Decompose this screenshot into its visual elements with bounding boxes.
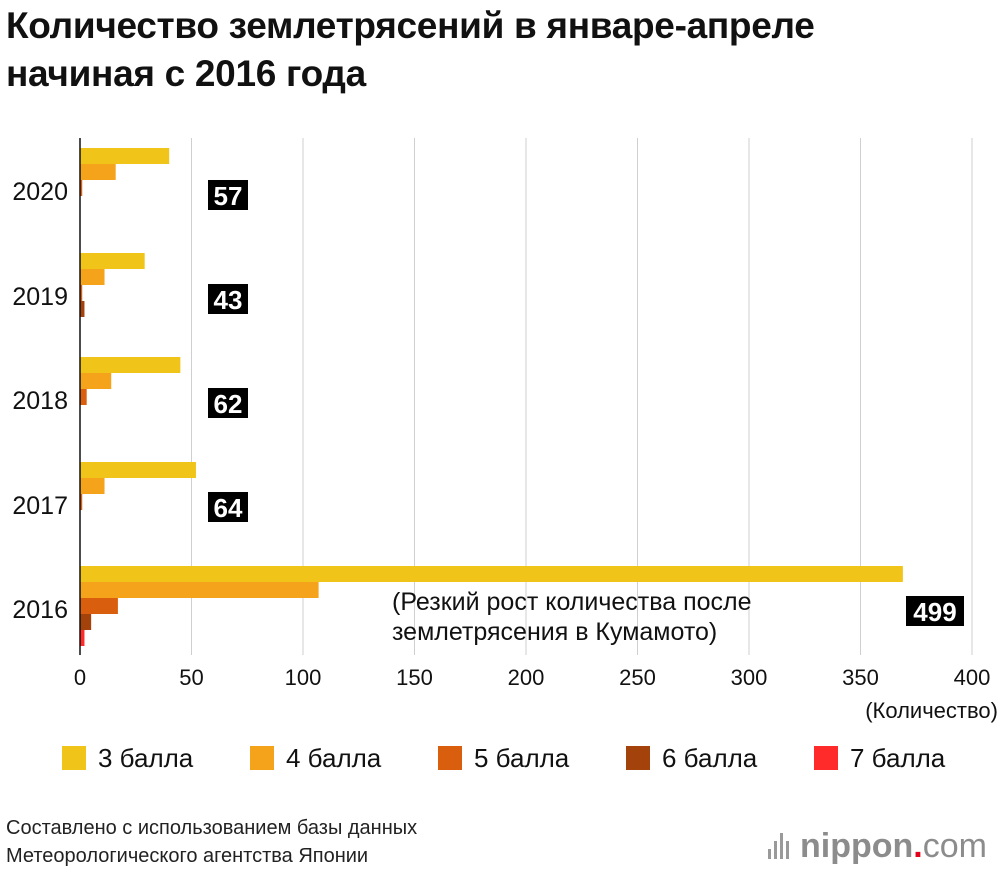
- x-tick-label-200: 200: [508, 665, 545, 690]
- x-tick-label-0: 0: [74, 665, 86, 690]
- annotation-line2: землетрясения в Кумамото): [392, 618, 717, 646]
- x-tick-label-250: 250: [619, 665, 656, 690]
- x-tick-label-400: 400: [954, 665, 991, 690]
- source-note: Составлено с использованием базы данных …: [6, 814, 417, 870]
- chart-legend: 3 балла 4 балла 5 балла 6 балла 7 балла: [62, 738, 982, 778]
- total-label-2018: 62: [214, 389, 243, 419]
- legend-item-3: 3 балла: [62, 738, 193, 778]
- x-tick-label-350: 350: [842, 665, 879, 690]
- bar-2020-series-1: [80, 148, 170, 164]
- total-label-2016: 499: [913, 597, 956, 627]
- x-tick-label-300: 300: [731, 665, 768, 690]
- x-tick-label-50: 50: [179, 665, 203, 690]
- nippon-logo-icon: [768, 833, 792, 859]
- category-label-2017: 2017: [12, 492, 68, 520]
- bar-2017-series-3: [80, 494, 83, 510]
- source-line2: Метеорологического агентства Японии: [6, 845, 369, 867]
- legend-swatch-4: [250, 746, 274, 770]
- legend-swatch-3: [62, 746, 86, 770]
- legend-label-3: 3 балла: [98, 742, 194, 773]
- total-label-2020: 57: [214, 181, 243, 211]
- nippon-logo[interactable]: nippon. com: [768, 822, 987, 870]
- category-label-2019: 2019: [12, 283, 68, 311]
- legend-item-7: 7 балла: [814, 738, 945, 778]
- bar-2017-series-1: [80, 462, 196, 478]
- legend-label-5: 5 балла: [474, 742, 570, 773]
- source-line1: Составлено с использованием базы данных: [6, 817, 418, 839]
- category-label-2018: 2018: [12, 387, 68, 415]
- legend-item-5: 5 балла: [438, 738, 569, 778]
- total-box-2020: [208, 180, 248, 210]
- bar-2019-series-4: [80, 301, 85, 317]
- bar-chart: 2020 2019 2018 2017 2016 57 43 62 64 499 (Резкий р…: [12, 138, 998, 723]
- bar-2016-series-4: [80, 614, 92, 630]
- bar-2016-series-1: [80, 566, 903, 582]
- legend-swatch-5: [438, 746, 462, 770]
- legend-item-6: 6 балла: [626, 738, 757, 778]
- category-label-2016: 2016: [12, 596, 68, 624]
- legend-swatch-7: [814, 746, 838, 770]
- legend-label-6: 6 балла: [662, 742, 758, 773]
- bar-2020-series-3: [80, 180, 83, 196]
- bar-2020-series-2: [80, 164, 116, 180]
- brand-name: nippon: [800, 826, 914, 865]
- bar-2019-series-1: [80, 253, 145, 269]
- bar-2016-series-5: [80, 630, 85, 646]
- total-box-2017: [208, 492, 248, 522]
- chart-title-line1: Количество землетрясений в январе-апреле: [6, 5, 815, 46]
- legend-swatch-6: [626, 746, 650, 770]
- bar-2018-series-3: [80, 389, 87, 405]
- chart-title-line2: начиная с 2016 года: [6, 53, 366, 94]
- x-axis-label: (Количество): [865, 698, 998, 723]
- bar-2018-series-1: [80, 357, 181, 373]
- bar-2019-series-3: [80, 285, 83, 301]
- total-label-2019: 43: [214, 285, 243, 315]
- bar-2017-series-2: [80, 478, 105, 494]
- chart-title: Количество землетрясений в январе-апреле…: [6, 2, 986, 98]
- total-box-2018: [208, 388, 248, 418]
- total-label-2017: 64: [214, 493, 243, 523]
- brand-dot: .: [913, 826, 923, 865]
- bar-2016-series-2: [80, 582, 319, 598]
- annotation-line1: (Резкий рост количества после: [392, 588, 752, 616]
- legend-label-7: 7 балла: [850, 742, 946, 773]
- total-box-2016: [906, 596, 964, 626]
- legend-label-4: 4 балла: [286, 742, 382, 773]
- total-box-2019: [208, 284, 248, 314]
- bar-2016-series-3: [80, 598, 118, 614]
- x-tick-label-150: 150: [396, 665, 433, 690]
- legend-item-4: 4 балла: [250, 738, 381, 778]
- brand-tld: com: [922, 826, 987, 865]
- category-label-2020: 2020: [12, 178, 68, 206]
- bar-2019-series-2: [80, 269, 105, 285]
- x-tick-label-100: 100: [285, 665, 322, 690]
- bar-2018-series-2: [80, 373, 112, 389]
